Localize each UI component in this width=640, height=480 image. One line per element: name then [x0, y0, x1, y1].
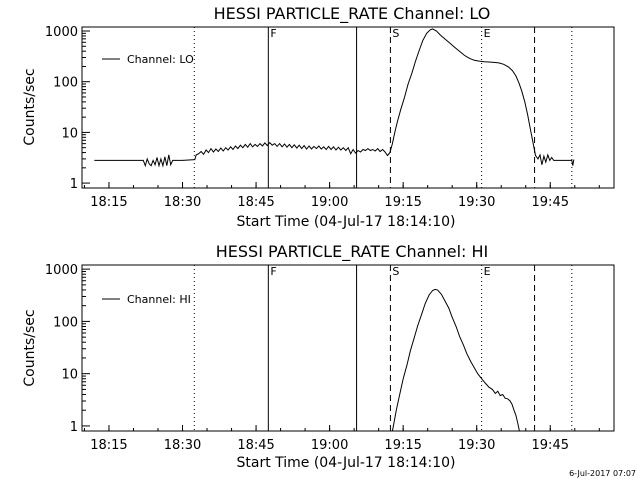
- x-ticks-hi: 18:15 18:30 18:45 19:00 19:15 19:30 19:45: [83, 425, 600, 453]
- x-tick-label: 19:30: [458, 438, 495, 453]
- x-tick-label: 18:30: [164, 438, 201, 453]
- y-ticks-hi: 1 10 100 1000: [45, 263, 90, 435]
- event-marker-label: S: [392, 265, 399, 278]
- x-tick-label: 19:15: [384, 438, 421, 453]
- event-marker-label: S: [392, 27, 399, 40]
- event-marker-label: F: [270, 265, 276, 278]
- x-axis-label-lo: Start Time (04-Jul-17 18:14:10): [236, 214, 455, 230]
- chart-title-hi: HESSI PARTICLE_RATE Channel: HI: [216, 242, 489, 262]
- y-axis-label-hi: Counts/sec: [22, 309, 38, 386]
- y-tick-label: 1: [70, 177, 78, 192]
- x-tick-label: 19:15: [384, 195, 421, 210]
- panel-hi: HESSI PARTICLE_RATE Channel: HI Counts/s…: [22, 242, 615, 471]
- series-line-hi: [391, 288, 520, 432]
- footer-timestamp: 6-Jul-2017 07:07: [569, 469, 636, 478]
- y-tick-label: 100: [53, 315, 78, 330]
- y-tick-label: 10: [61, 368, 78, 383]
- y-tick-label: 10: [61, 126, 78, 141]
- chart-title-lo: HESSI PARTICLE_RATE Channel: LO: [214, 4, 491, 24]
- x-tick-label: 18:15: [90, 195, 127, 210]
- legend-hi: Channel: HI: [102, 293, 191, 306]
- x-axis-label-hi: Start Time (04-Jul-17 18:14:10): [236, 455, 455, 471]
- x-ticks-lo: 18:15 18:30 18:45 19:00 19:15 19:30 19:45: [83, 182, 600, 210]
- y-tick-label: 1000: [45, 263, 78, 278]
- y-axis-label-lo: Counts/sec: [22, 68, 38, 145]
- legend-lo: Channel: LO: [102, 53, 194, 66]
- x-tick-label: 19:00: [311, 438, 348, 453]
- plot-frame-lo: [81, 26, 615, 189]
- y-tick-label: 1: [70, 420, 78, 435]
- x-tick-label: 18:15: [90, 438, 127, 453]
- plot-frame-hi: [81, 264, 615, 432]
- x-tick-label: 19:30: [458, 195, 495, 210]
- event-marker-label: E: [484, 265, 491, 278]
- y-ticks-lo: 1 10 100 1000: [45, 25, 90, 192]
- legend-label-lo: Channel: LO: [127, 53, 194, 66]
- series-line-lo: [94, 28, 575, 168]
- y-tick-label: 1000: [45, 25, 78, 40]
- panel-lo: HESSI PARTICLE_RATE Channel: LO Counts/s…: [22, 4, 615, 230]
- x-tick-label: 19:45: [532, 438, 569, 453]
- y-tick-label: 100: [53, 76, 78, 91]
- x-tick-label: 19:45: [532, 195, 569, 210]
- x-tick-label: 19:00: [311, 195, 348, 210]
- event-marker-label: E: [484, 27, 491, 40]
- event-marker-label: F: [270, 27, 276, 40]
- x-tick-label: 18:45: [237, 438, 274, 453]
- legend-label-hi: Channel: HI: [127, 293, 191, 306]
- x-tick-label: 18:45: [237, 195, 274, 210]
- x-tick-label: 18:30: [164, 195, 201, 210]
